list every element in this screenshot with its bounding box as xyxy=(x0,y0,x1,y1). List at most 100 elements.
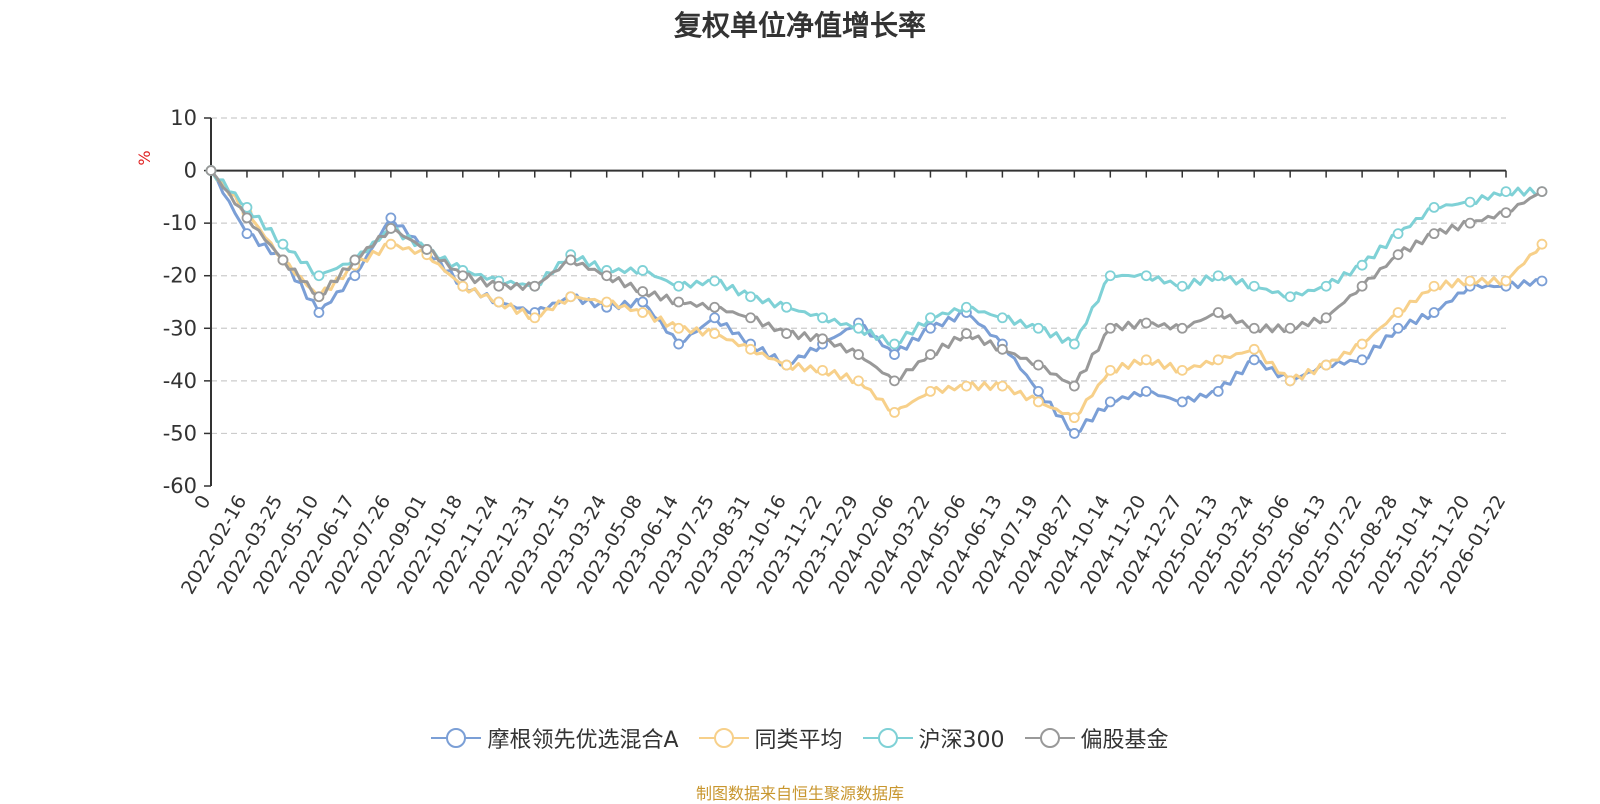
series-line xyxy=(209,169,1543,346)
legend-swatch-icon xyxy=(698,728,749,748)
data-point xyxy=(1176,280,1188,292)
series-line xyxy=(209,169,1544,420)
y-tick-label: -10 xyxy=(163,211,197,235)
series-line xyxy=(209,169,1543,435)
data-point xyxy=(1392,228,1404,240)
data-point xyxy=(1176,322,1188,334)
data-point xyxy=(1212,385,1224,397)
data-point xyxy=(1320,359,1332,371)
data-point xyxy=(601,270,613,282)
data-point xyxy=(349,254,361,266)
legend-item-csi300[interactable]: 沪深300 xyxy=(862,722,1005,754)
data-point xyxy=(1536,238,1548,250)
y-tick-label: -40 xyxy=(163,369,197,393)
data-point xyxy=(673,338,685,350)
data-point xyxy=(925,322,936,334)
data-point xyxy=(385,212,397,224)
legend-item-fund[interactable]: 摩根领先优选混合A xyxy=(431,722,679,754)
data-point xyxy=(1248,322,1260,334)
data-point xyxy=(1428,201,1440,213)
data-point xyxy=(996,380,1008,392)
data-point xyxy=(277,238,289,250)
data-point xyxy=(1140,270,1152,282)
data-point xyxy=(1500,207,1512,219)
data-point xyxy=(889,375,900,387)
data-point xyxy=(1176,396,1188,408)
data-point xyxy=(313,307,325,318)
data-point xyxy=(817,312,828,324)
data-point xyxy=(1428,307,1440,318)
data-point xyxy=(1248,354,1260,366)
data-point xyxy=(1464,196,1476,208)
data-point xyxy=(1428,228,1440,240)
legend-item-equity-fund[interactable]: 偏股基金 xyxy=(1024,722,1169,754)
data-point xyxy=(961,328,972,339)
data-point xyxy=(673,280,685,292)
data-point xyxy=(1212,270,1224,282)
data-point xyxy=(925,312,936,324)
data-point xyxy=(1212,307,1224,318)
data-point xyxy=(961,301,972,313)
data-point xyxy=(1392,249,1404,261)
data-point xyxy=(1068,428,1080,439)
data-point xyxy=(1536,186,1548,198)
data-point xyxy=(601,296,613,308)
y-tick-label: -20 xyxy=(163,264,197,288)
data-point xyxy=(889,406,900,418)
data-point xyxy=(1140,317,1152,329)
data-point xyxy=(817,333,828,345)
data-point xyxy=(385,222,397,234)
data-point xyxy=(1212,354,1224,366)
data-point xyxy=(996,312,1008,324)
data-point xyxy=(1356,259,1368,271)
y-tick-label: -30 xyxy=(163,316,197,340)
data-point xyxy=(745,343,756,355)
legend-label: 摩根领先优选混合A xyxy=(487,728,679,753)
data-point xyxy=(313,291,325,303)
data-point xyxy=(1428,280,1440,292)
data-point xyxy=(1356,280,1368,292)
data-point xyxy=(889,338,900,350)
data-point xyxy=(781,359,792,371)
data-point xyxy=(1248,343,1260,355)
data-point xyxy=(673,296,685,308)
data-point xyxy=(385,238,397,250)
data-point xyxy=(1032,385,1044,397)
data-point xyxy=(1356,338,1368,350)
data-point xyxy=(1032,359,1044,371)
data-point xyxy=(637,286,649,297)
data-point xyxy=(961,380,972,392)
data-point xyxy=(1104,270,1116,282)
legend-item-peer-average[interactable]: 同类平均 xyxy=(698,722,843,754)
data-point xyxy=(1140,385,1152,397)
data-point xyxy=(241,212,253,224)
data-point xyxy=(1032,396,1044,408)
legend-label: 同类平均 xyxy=(754,728,843,753)
data-point xyxy=(1284,375,1296,387)
data-point xyxy=(709,328,721,339)
data-point xyxy=(1536,275,1548,287)
data-point xyxy=(1176,364,1188,376)
data-point xyxy=(853,349,864,360)
data-point xyxy=(313,270,325,282)
legend-swatch-icon xyxy=(431,728,482,748)
data-point xyxy=(853,322,864,334)
y-tick-label: -50 xyxy=(163,421,197,445)
data-point xyxy=(925,385,936,397)
data-point xyxy=(457,280,469,292)
legend: 摩根领先优选混合A 同类平均 沪深300 偏股基金 xyxy=(0,722,1600,754)
data-point xyxy=(1140,354,1152,366)
legend-swatch-icon xyxy=(1024,728,1075,748)
data-point xyxy=(1500,275,1512,287)
data-point xyxy=(205,165,217,176)
y-axis-label: % xyxy=(135,150,154,165)
data-point xyxy=(637,265,649,276)
data-point xyxy=(421,244,433,255)
data-point xyxy=(493,296,505,308)
data-point xyxy=(1068,338,1080,350)
data-point xyxy=(889,349,900,360)
data-point xyxy=(1284,322,1296,334)
data-point xyxy=(493,280,505,292)
data-point xyxy=(996,343,1008,355)
